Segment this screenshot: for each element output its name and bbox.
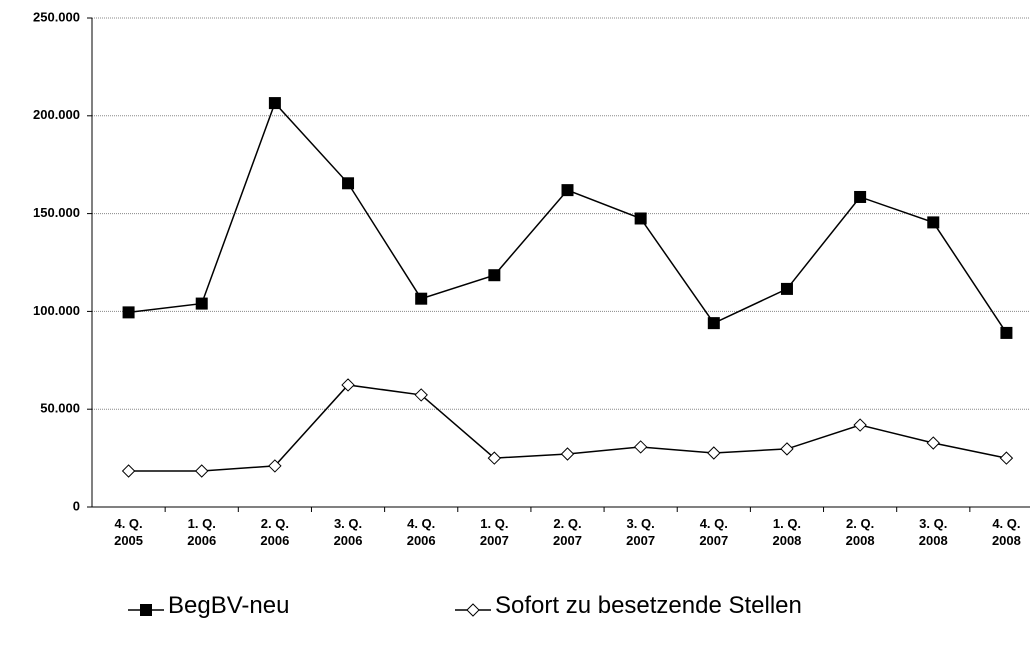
marker [121,464,136,478]
marker [854,190,867,203]
marker [780,442,794,456]
marker [853,418,867,432]
marker [415,292,428,305]
marker [634,212,647,225]
x-tick-label: 4. Q. 2005 [114,516,144,548]
x-tick-label: 3. Q. 2006 [333,516,363,548]
y-tick-label: 200.000 [33,107,80,122]
y-tick-label: 0 [73,498,80,513]
legend-label: Sofort zu besetzende Stellen [495,592,802,619]
marker [268,97,281,110]
marker [268,459,282,473]
marker [341,378,355,392]
x-tick-label: 4. Q. 2007 [699,516,729,548]
x-tick-label: 3. Q. 2008 [918,516,948,548]
marker [466,603,480,617]
x-tick-label: 3. Q. 2007 [626,516,656,548]
marker [487,451,502,465]
y-tick-label: 50.000 [40,401,80,416]
marker [342,177,355,190]
marker [926,436,940,450]
x-tick-label: 1. Q. 2008 [772,516,802,548]
marker [122,306,135,319]
marker [633,440,648,454]
marker [561,184,574,197]
x-tick-label: 2. Q. 2008 [845,516,875,548]
marker [195,464,209,478]
x-tick-label: 1. Q. 2007 [479,516,509,548]
marker [488,269,501,282]
y-tick-label: 100.000 [33,303,80,318]
marker [707,317,720,330]
series-line [128,101,1008,334]
x-tick-label: 4. Q. 2008 [991,516,1021,548]
marker [707,446,721,460]
marker [780,282,793,295]
marker [927,216,940,229]
legend-label: BegBV-neu [168,592,290,619]
marker [999,451,1014,465]
marker [1000,326,1013,339]
x-tick-label: 1. Q. 2006 [187,516,217,548]
y-tick-label: 250.000 [33,9,80,24]
y-tick-label: 150.000 [33,205,80,220]
marker [560,447,575,461]
x-tick-label: 2. Q. 2006 [260,516,290,548]
marker [140,604,152,616]
x-tick-label: 4. Q. 2006 [406,516,436,548]
marker [414,388,428,402]
marker [195,297,208,310]
x-tick-label: 2. Q. 2007 [553,516,582,548]
